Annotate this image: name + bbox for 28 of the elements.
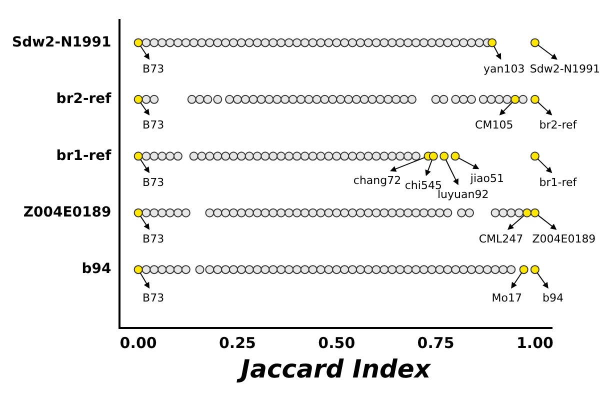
annotation: B73 bbox=[142, 291, 164, 304]
x-tick-label: 0.50 bbox=[318, 334, 356, 352]
annotation: CML247 bbox=[478, 232, 524, 246]
annotation: B73 bbox=[142, 62, 164, 76]
x-tick-label: 1.00 bbox=[516, 334, 554, 352]
y-tick-label: b94 bbox=[82, 261, 112, 278]
annotation: chang72 bbox=[353, 174, 402, 187]
annotation: br2-ref bbox=[539, 118, 578, 132]
x-axis-title: Jaccard Index bbox=[236, 354, 432, 384]
annotation: CM105 bbox=[475, 118, 514, 132]
annotation: yan103 bbox=[484, 62, 525, 76]
x-tick-label: 0.25 bbox=[218, 334, 256, 352]
y-tick-label: Sdw2-N1991 bbox=[12, 34, 112, 50]
annotation: B73 bbox=[142, 118, 164, 132]
y-tick-label: Z004E0189 bbox=[23, 204, 112, 220]
y-tick-label: br2-ref bbox=[56, 91, 112, 108]
annotation: Z004E0189 bbox=[532, 232, 596, 246]
x-tick-label: 0.00 bbox=[120, 334, 157, 352]
annotation: jiao51 bbox=[469, 172, 504, 185]
annotation: br1-ref bbox=[539, 176, 578, 189]
annotation: B73 bbox=[142, 232, 164, 246]
annotation: b94 bbox=[542, 291, 564, 304]
annotation: Sdw2-N1991 bbox=[530, 62, 600, 76]
y-tick-label: br1-ref bbox=[56, 148, 112, 164]
annotation: Mo17 bbox=[492, 291, 522, 304]
x-tick-label: 0.75 bbox=[417, 334, 454, 352]
annotation: chi545 bbox=[404, 178, 442, 192]
annotation: B73 bbox=[142, 176, 164, 189]
